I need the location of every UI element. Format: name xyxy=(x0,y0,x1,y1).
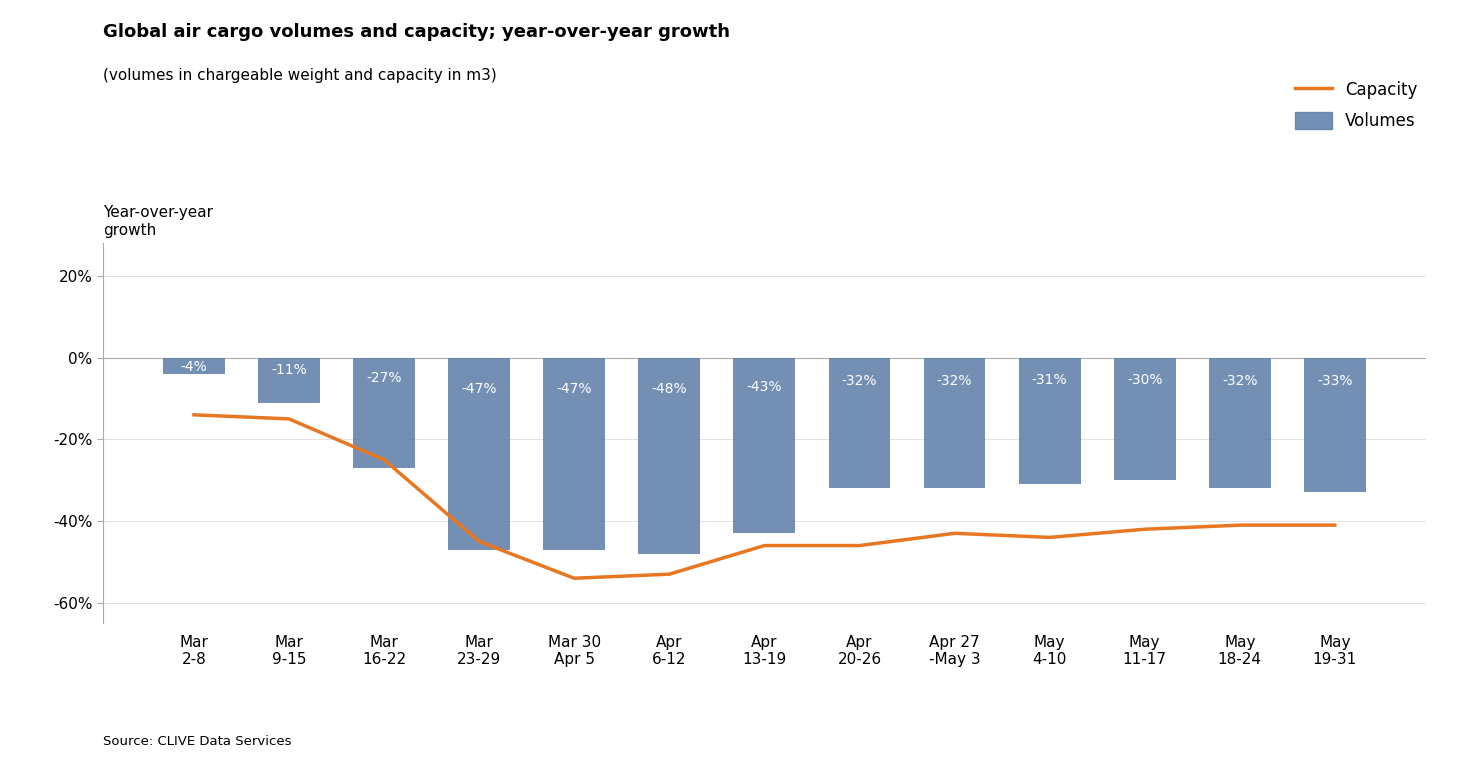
Text: -4%: -4% xyxy=(181,359,207,374)
Text: -30%: -30% xyxy=(1127,373,1163,387)
Legend: Capacity, Volumes: Capacity, Volumes xyxy=(1295,81,1417,130)
Text: -47%: -47% xyxy=(557,382,592,396)
Bar xyxy=(829,358,891,489)
Bar xyxy=(1304,358,1366,492)
Text: -32%: -32% xyxy=(936,374,972,388)
Text: -47%: -47% xyxy=(462,382,497,396)
Text: Global air cargo volumes and capacity; year-over-year growth: Global air cargo volumes and capacity; y… xyxy=(103,23,731,41)
Bar xyxy=(923,358,985,489)
Bar xyxy=(544,358,606,549)
Bar xyxy=(1208,358,1270,489)
Bar xyxy=(448,358,510,549)
Text: -32%: -32% xyxy=(1222,374,1257,388)
Text: -11%: -11% xyxy=(270,363,307,377)
Text: -48%: -48% xyxy=(651,382,686,396)
Text: -43%: -43% xyxy=(747,379,782,394)
Bar xyxy=(1114,358,1176,480)
Text: -27%: -27% xyxy=(366,372,401,385)
Bar xyxy=(353,358,415,468)
Text: -32%: -32% xyxy=(842,374,878,388)
Text: (volumes in chargeable weight and capacity in m3): (volumes in chargeable weight and capaci… xyxy=(103,68,497,84)
Bar xyxy=(638,358,700,554)
Bar xyxy=(1019,358,1080,484)
Bar xyxy=(259,358,320,403)
Text: -33%: -33% xyxy=(1317,375,1352,388)
Bar xyxy=(163,358,225,374)
Bar xyxy=(734,358,795,534)
Text: Source: CLIVE Data Services: Source: CLIVE Data Services xyxy=(103,735,291,748)
Text: Year-over-year
growth: Year-over-year growth xyxy=(103,205,213,238)
Text: -31%: -31% xyxy=(1032,373,1067,388)
